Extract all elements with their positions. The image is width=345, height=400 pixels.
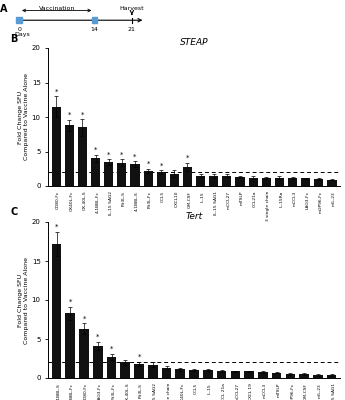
Text: Days: Days (15, 32, 31, 36)
Bar (104, 162, 113, 186)
Text: Harvest: Harvest (120, 6, 144, 11)
Bar (176, 370, 185, 378)
Bar (217, 371, 226, 378)
Y-axis label: Fold Change SFU
Compared to Vaccine Alone: Fold Change SFU Compared to Vaccine Alon… (18, 256, 29, 344)
Text: *: * (55, 224, 58, 230)
Text: *: * (137, 354, 141, 360)
Bar (65, 125, 74, 186)
Bar (148, 365, 158, 378)
Text: 14: 14 (90, 27, 98, 32)
Bar (327, 375, 336, 378)
Bar (299, 374, 309, 378)
Text: Vaccination: Vaccination (39, 6, 75, 11)
Text: *: * (68, 112, 71, 118)
Text: *: * (55, 88, 58, 94)
Bar (230, 371, 240, 378)
Bar (314, 179, 323, 186)
Text: *: * (81, 111, 84, 117)
Bar (203, 370, 213, 378)
Bar (66, 313, 75, 378)
Bar (120, 362, 130, 378)
Bar (222, 176, 231, 186)
Y-axis label: Fold Change SFU
Compared to Vaccine Alone: Fold Change SFU Compared to Vaccine Alon… (18, 74, 29, 160)
Bar (170, 174, 179, 186)
Title: STEAP: STEAP (180, 38, 208, 47)
Bar (134, 364, 144, 378)
Bar (288, 178, 297, 186)
Bar (157, 172, 166, 186)
Bar (235, 177, 245, 186)
Bar (275, 178, 284, 186)
Bar (286, 374, 295, 378)
Bar (244, 371, 254, 378)
Bar (258, 372, 268, 378)
Text: 0: 0 (17, 27, 21, 32)
Bar (79, 329, 89, 378)
Bar (52, 244, 61, 378)
Bar (107, 357, 116, 378)
Text: *: * (159, 162, 163, 168)
Text: *: * (96, 334, 99, 340)
Bar (52, 107, 61, 186)
Bar (262, 178, 271, 186)
Bar (209, 176, 218, 186)
Text: *: * (107, 151, 110, 157)
Bar (91, 158, 100, 186)
Text: B: B (10, 34, 18, 44)
Text: A: A (0, 4, 8, 14)
Text: 21: 21 (128, 27, 136, 32)
Bar (183, 167, 192, 186)
Text: *: * (133, 154, 137, 160)
Text: *: * (146, 161, 150, 167)
Text: *: * (120, 151, 124, 157)
Bar (93, 346, 102, 378)
Bar (130, 164, 140, 186)
Text: C: C (10, 207, 18, 217)
Bar (301, 178, 310, 186)
Text: *: * (94, 147, 97, 153)
Bar (117, 162, 126, 186)
Bar (272, 372, 282, 378)
Bar (189, 370, 199, 378)
Text: *: * (69, 299, 72, 305)
Bar (196, 176, 205, 186)
Bar (144, 171, 153, 186)
Title: Tert: Tert (186, 212, 203, 221)
Text: *: * (82, 316, 86, 322)
Bar (248, 178, 258, 186)
Bar (78, 127, 87, 186)
Bar (313, 375, 323, 378)
Text: *: * (186, 155, 189, 161)
Text: *: * (110, 346, 113, 352)
Bar (327, 180, 336, 186)
Bar (17, 17, 22, 24)
Bar (92, 17, 97, 24)
Bar (162, 368, 171, 378)
